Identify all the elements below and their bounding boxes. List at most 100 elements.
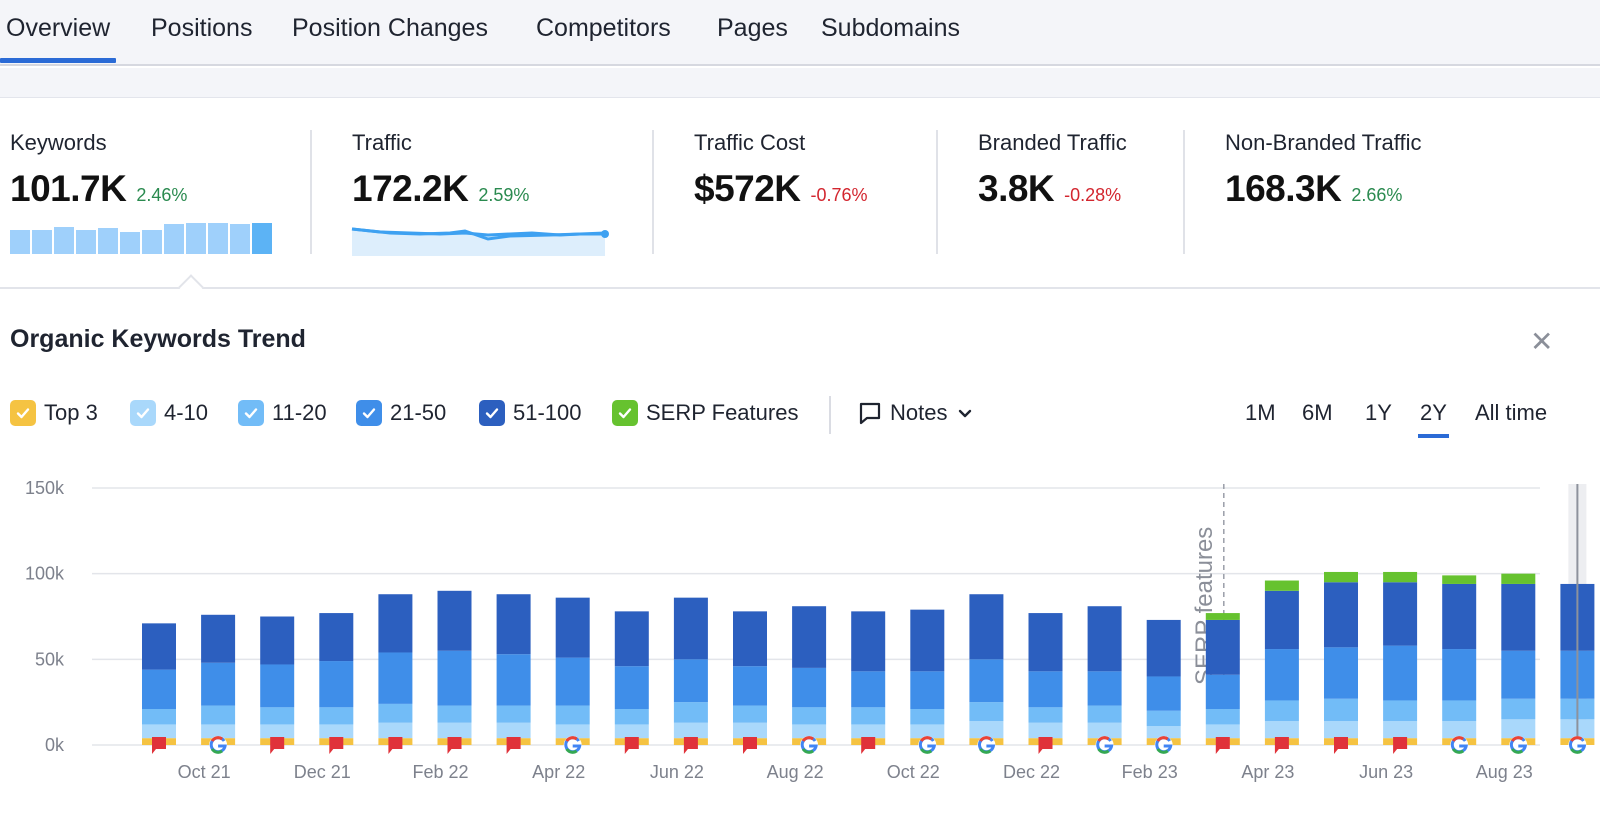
flag-icon [447,737,462,754]
kpi-traffic-cost-delta: -0.76% [810,185,868,205]
google-icon-arc-green [920,748,933,754]
spark-bar [120,232,140,254]
kpi-nonbranded-label: Non-Branded Traffic [1225,130,1422,155]
kpi-nonbranded-traffic[interactable]: Non-Branded Traffic 168.3K 2.66% [1225,130,1421,210]
google-icon-arc-green [1097,748,1110,754]
range-all-time[interactable]: All time [1475,400,1548,425]
chart-bar-segment [142,623,176,670]
kpi-keywords-delta: 2.46% [136,185,188,205]
checkbox-icon[interactable] [130,400,156,426]
legend-4-10[interactable]: 4-10 [130,400,208,426]
spark-bar [76,230,96,254]
range-1y[interactable]: 1Y [1365,400,1392,425]
chart-bar-segment [1324,721,1358,739]
chart-bar-segment [437,705,472,723]
kpi-keywords-label: Keywords [10,130,107,155]
tab-position-changes[interactable]: Position Changes [292,14,488,42]
x-tick-label: Aug 22 [767,762,824,782]
x-tick-label: Apr 23 [1241,762,1294,782]
checkbox-icon[interactable] [238,400,264,426]
x-tick-label: Apr 22 [532,762,585,782]
spark-bar [54,227,74,254]
chart-bar-segment [260,707,295,725]
chart-bar-segment [437,650,472,706]
range-2y[interactable]: 2Y [1418,400,1449,438]
chart-bar-segment [1442,721,1477,739]
flag-icon [1334,737,1348,754]
spark-bar [230,224,250,254]
kpi-branded-traffic[interactable]: Branded Traffic 3.8K -0.28% [978,130,1127,210]
chart-bar-segment [1501,650,1536,699]
notes-dropdown[interactable]: Notes [858,400,973,426]
kpi-traffic-value: 172.2K [352,168,469,209]
legend-label: SERP Features [646,400,799,425]
chart-bar-segment [910,609,945,672]
chart-bar-segment [378,703,413,723]
checkbox-icon[interactable] [10,400,36,426]
range-6m[interactable]: 6M [1302,400,1333,425]
legend-11-20[interactable]: 11-20 [238,400,327,426]
tab-competitors[interactable]: Competitors [536,14,671,42]
chart-bar-segment [142,669,176,710]
tab-pages[interactable]: Pages [717,14,788,42]
chart-bar-segment [260,664,295,708]
chart-bar-segment [1442,700,1477,722]
close-icon[interactable]: ✕ [1530,326,1554,357]
google-icon-arc-red [801,736,814,742]
chart-bar-segment [1383,582,1418,646]
legend-51-100[interactable]: 51-100 [479,400,582,426]
chart-bar-segment [1442,583,1477,650]
chart-bar-segment [910,724,945,739]
kpi-keywords[interactable]: Keywords 101.7K 2.46% [10,130,187,210]
checkbox-icon[interactable] [612,400,638,426]
legend-label: 51-100 [513,400,582,425]
google-icon-arc-red [565,736,578,742]
x-tick-label: Oct 22 [887,762,940,782]
chart-bar-segment [496,722,531,739]
google-icon-arc-red [1570,736,1583,742]
chart-bar-segment [969,659,1004,703]
tab-subdomains[interactable]: Subdomains [821,14,960,42]
chart-bar-segment [378,722,413,739]
tab-positions[interactable]: Positions [151,14,253,42]
flag-icon [329,737,344,754]
chart-bar-segment [201,614,236,663]
chart-bar-segment [733,666,767,706]
y-tick-label: 0k [45,735,65,755]
chart-bar-segment [792,667,827,708]
x-tick-label: Aug 23 [1476,762,1533,782]
kpi-traffic-cost-label: Traffic Cost [694,130,806,155]
flag-icon [624,737,639,754]
legend-21-50[interactable]: 21-50 [356,400,446,426]
chart-bar-segment [792,707,827,725]
chart-bar-segment [792,606,827,668]
chart-bar-segment [1264,700,1299,722]
kpi-traffic-cost-value: $572K [694,168,801,209]
chart-bar-segment [733,611,767,667]
legend-top3[interactable]: Top 3 [10,400,98,426]
chart-bar-segment [555,597,590,658]
kpi-traffic-label: Traffic [352,130,412,155]
chart-bar-segment [1205,674,1240,710]
checkbox-icon[interactable] [479,400,505,426]
chart-bar-segment [1501,698,1536,720]
tab-overview[interactable]: Overview [0,14,117,63]
chart-bar-segment [910,671,945,710]
flag-icon [1215,737,1230,754]
flag-icon [1393,737,1408,754]
chart-bar-segment [201,724,236,739]
chart-bar-segment [201,662,236,706]
checkbox-icon[interactable] [356,400,382,426]
chart-bar-segment [319,724,354,739]
range-1m[interactable]: 1M [1245,400,1276,425]
kpi-traffic[interactable]: Traffic 172.2K 2.59% [352,130,529,210]
legend-label: 11-20 [272,400,327,425]
google-icon-arc-red [920,736,933,742]
kpi-traffic-cost[interactable]: Traffic Cost $572K -0.76% [694,130,868,210]
traffic-sparkline-endpoint [601,230,609,238]
panel-title: Organic Keywords Trend [10,325,306,353]
chart-bar-segment [378,594,413,653]
legend-serp-features[interactable]: SERP Features [612,400,798,426]
x-tick-label: Jun 22 [650,762,704,782]
chart-bar-segment [437,722,472,739]
